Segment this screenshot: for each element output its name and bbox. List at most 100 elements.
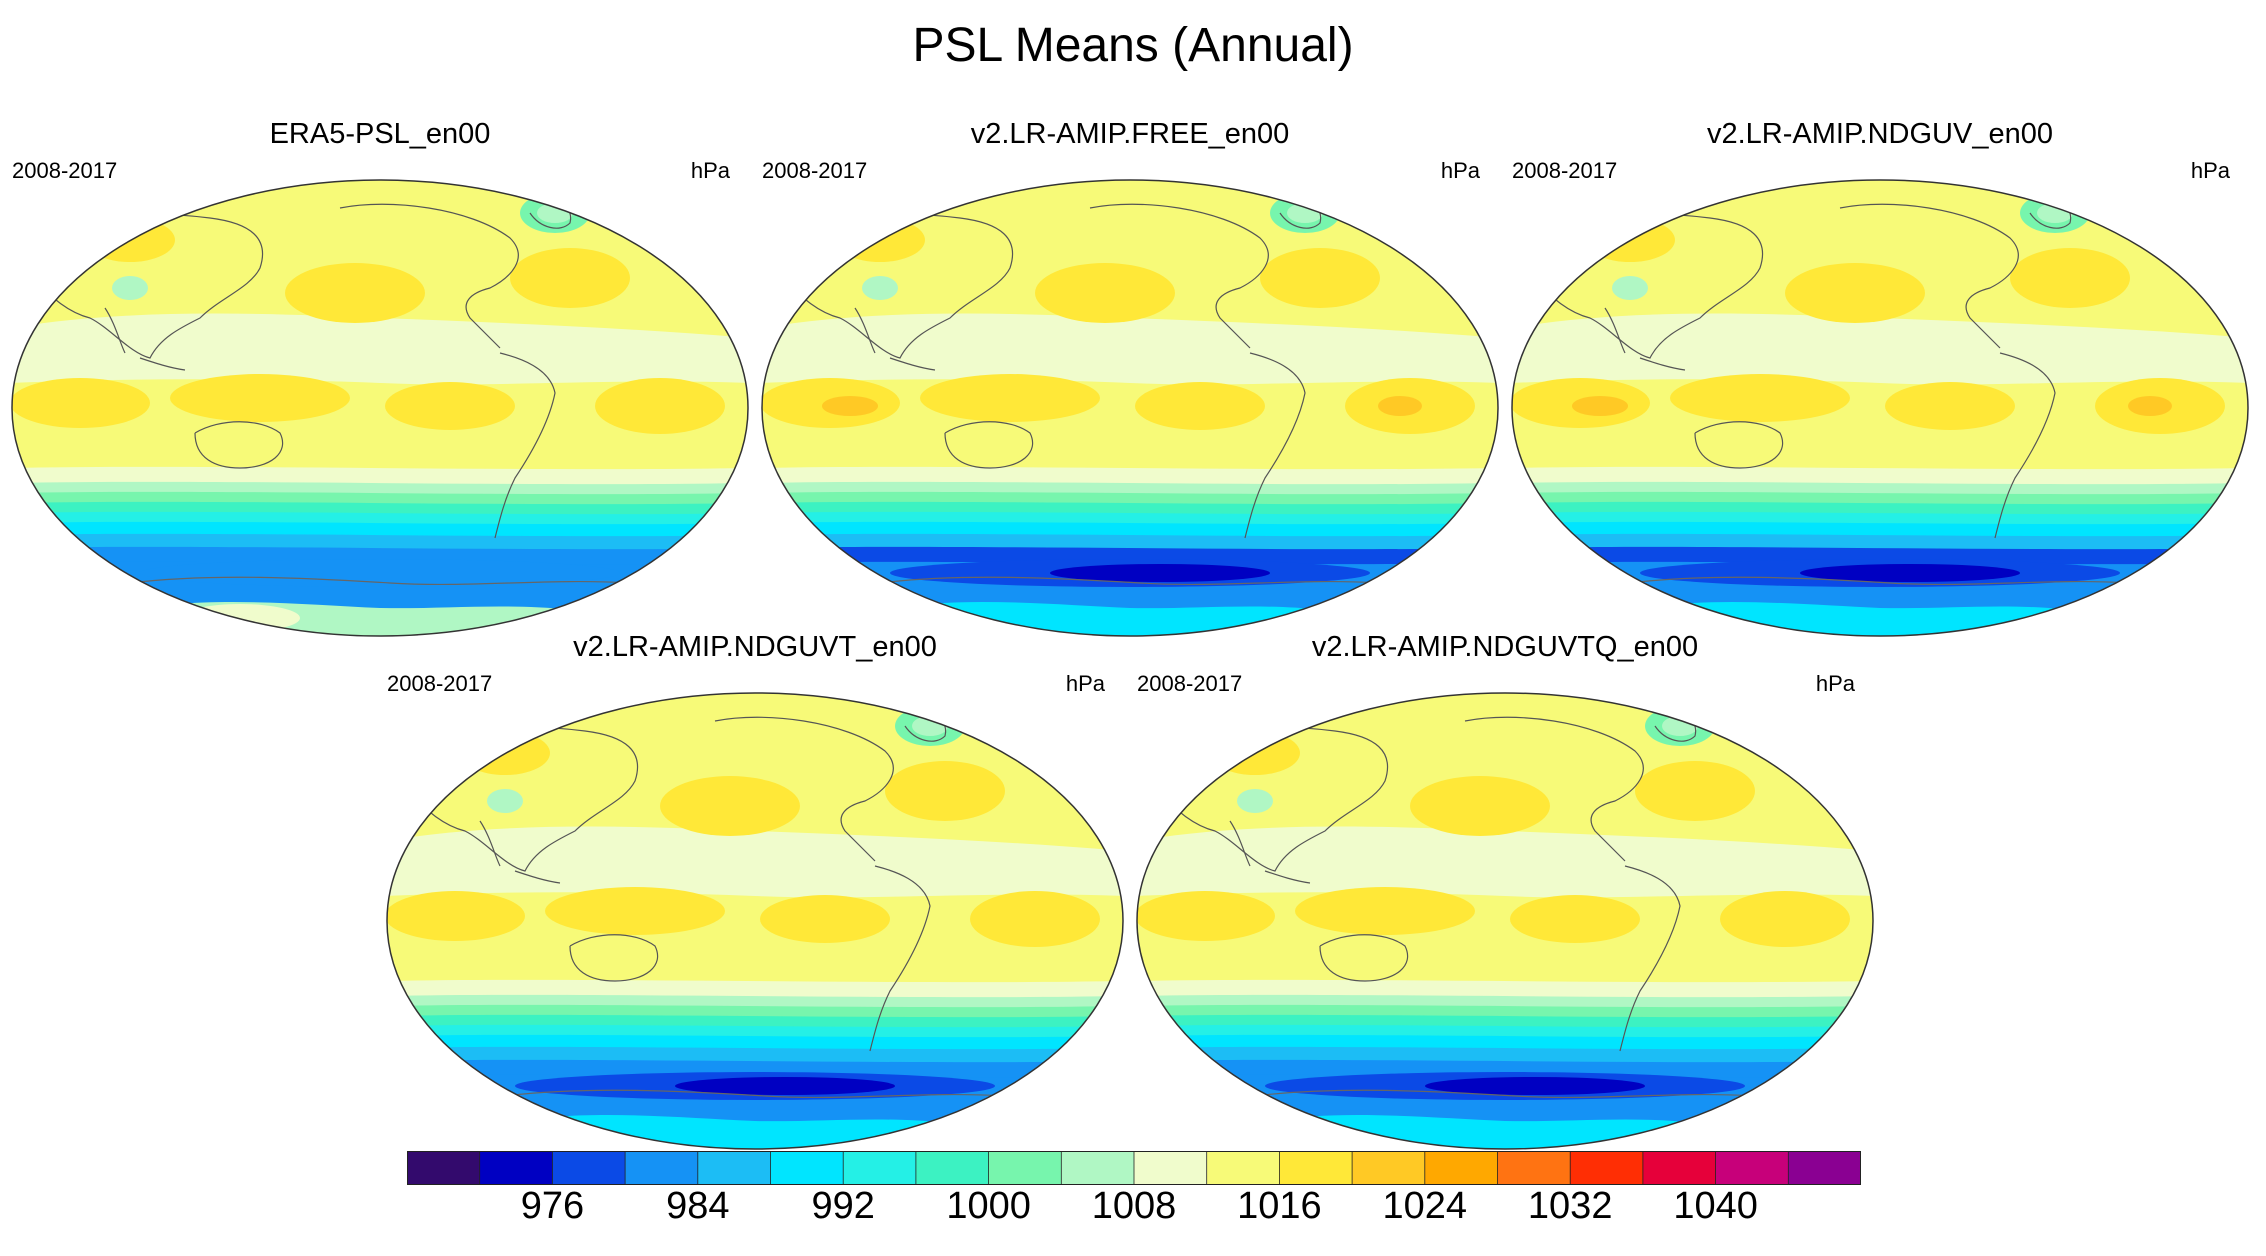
panel-units: hPa bbox=[2190, 158, 2230, 183]
coastline bbox=[1264, 870, 1311, 884]
high-pressure-cell bbox=[1885, 382, 2015, 430]
coastline bbox=[1839, 203, 2019, 349]
high-pressure-cell bbox=[1137, 891, 1275, 941]
tibet-low bbox=[862, 276, 898, 300]
colorbar-swatch bbox=[1279, 1151, 1353, 1185]
colorbar-swatch bbox=[625, 1151, 699, 1185]
high-pressure-cell bbox=[170, 374, 350, 422]
high-pressure-cell bbox=[885, 761, 1005, 821]
psl-map bbox=[1136, 692, 1874, 1150]
coastline bbox=[869, 865, 931, 1052]
coastline bbox=[139, 357, 186, 371]
colorbar-tick-label: 984 bbox=[666, 1185, 730, 1227]
map-panel-free: v2.LR-AMIP.FREE_en00 2008-2017 hPa bbox=[760, 118, 1500, 638]
map-outline bbox=[761, 179, 1499, 637]
coastline bbox=[479, 820, 501, 867]
coastline bbox=[494, 352, 556, 539]
psl-map bbox=[386, 692, 1124, 1150]
coastline bbox=[194, 421, 284, 469]
high-pressure-cell bbox=[1260, 248, 1380, 308]
colorbar-tick-label: 1008 bbox=[1091, 1185, 1177, 1227]
tibet-low bbox=[1612, 276, 1648, 300]
coastline bbox=[514, 870, 561, 884]
panel-years: 2008-2017 bbox=[12, 158, 118, 183]
colorbar-tick-label: 1040 bbox=[1673, 1185, 1758, 1227]
high-pressure-cell bbox=[760, 895, 890, 943]
tropical-band bbox=[762, 313, 1498, 385]
colorbar-swatch bbox=[1134, 1151, 1208, 1185]
colorbar-swatch bbox=[1206, 1151, 1280, 1185]
antarctic-coast bbox=[129, 576, 631, 586]
high-pressure-core bbox=[2128, 396, 2172, 416]
high-pressure-cell bbox=[595, 378, 725, 434]
coastline bbox=[1464, 716, 1644, 862]
map-outline bbox=[386, 692, 1124, 1150]
panel-years: 2008-2017 bbox=[762, 158, 868, 183]
trough-core bbox=[1800, 564, 2020, 582]
colorbar-swatch bbox=[1642, 1151, 1717, 1185]
high-pressure-cell bbox=[1670, 374, 1850, 422]
antarctic-coast bbox=[1254, 1089, 1756, 1099]
colorbar-swatch bbox=[479, 1151, 553, 1185]
coastline bbox=[1229, 820, 1251, 867]
colorbar-swatch bbox=[843, 1151, 917, 1185]
colorbar-swatch bbox=[770, 1151, 844, 1185]
psl-map bbox=[761, 179, 1499, 637]
map-outline bbox=[11, 179, 749, 637]
high-pressure-cell bbox=[385, 382, 515, 430]
coastline bbox=[1319, 934, 1409, 982]
colorbar-swatch bbox=[1352, 1151, 1426, 1185]
map-panel-ndguvtq: v2.LR-AMIP.NDGUVTQ_en00 2008-2017 hPa bbox=[1135, 631, 1875, 1151]
panel-units: hPa bbox=[1065, 671, 1105, 696]
colorbar-labels: 976 984 992 1000 1008 1016 1024 1032 1040 bbox=[0, 1185, 2266, 1235]
high-pressure-cell bbox=[1785, 263, 1925, 323]
high-pressure-cell bbox=[387, 891, 525, 941]
antarctic-coast bbox=[879, 576, 1381, 586]
high-pressure-cell bbox=[12, 378, 150, 428]
map-panel-ndguv: v2.LR-AMIP.NDGUV_en00 2008-2017 hPa bbox=[1510, 118, 2250, 638]
colorbar-swatch bbox=[988, 1151, 1062, 1185]
colorbar-tick-label: 1000 bbox=[946, 1185, 1031, 1227]
high-pressure-cell bbox=[1510, 895, 1640, 943]
colorbar-swatch bbox=[1715, 1151, 1789, 1185]
high-pressure-core bbox=[1378, 396, 1422, 416]
high-pressure-cell bbox=[285, 263, 425, 323]
coastline bbox=[1619, 865, 1681, 1052]
colorbar-swatch bbox=[1788, 1151, 1861, 1185]
map-outline bbox=[1136, 692, 1874, 1150]
coastline bbox=[569, 934, 659, 982]
panel-units: hPa bbox=[690, 158, 730, 183]
trough-core bbox=[1425, 1077, 1645, 1095]
tropical-band bbox=[387, 826, 1123, 898]
colorbar-swatch bbox=[1424, 1151, 1498, 1185]
map-panel-era5: ERA5-PSL_en00 2008-2017 hPa bbox=[10, 118, 750, 638]
high-pressure-cell bbox=[1720, 891, 1850, 947]
high-pressure-cell bbox=[1635, 761, 1755, 821]
high-pressure-cell bbox=[1135, 382, 1265, 430]
tropical-band bbox=[12, 313, 748, 385]
high-pressure-cell bbox=[510, 248, 630, 308]
coastline bbox=[1604, 307, 1626, 354]
psl-map bbox=[11, 179, 749, 637]
panel-units: hPa bbox=[1815, 671, 1855, 696]
colorbar-tick-label: 976 bbox=[520, 1185, 585, 1227]
psl-map bbox=[1511, 179, 2249, 637]
panel-title: v2.LR-AMIP.NDGUV_en00 bbox=[1706, 118, 2053, 150]
colorbar-swatch bbox=[407, 1151, 481, 1185]
map-outline bbox=[1511, 179, 2249, 637]
antarctic-coast bbox=[504, 1089, 1006, 1099]
tibet-low bbox=[487, 789, 523, 813]
panel-units: hPa bbox=[1440, 158, 1480, 183]
coastline bbox=[889, 357, 936, 371]
tropical-band bbox=[1512, 313, 2248, 385]
high-pressure-cell bbox=[920, 374, 1100, 422]
coastline bbox=[104, 307, 126, 354]
panel-years: 2008-2017 bbox=[1137, 671, 1243, 696]
colorbar-swatch bbox=[915, 1151, 990, 1185]
coastline bbox=[944, 421, 1034, 469]
colorbar-border bbox=[407, 1151, 1861, 1185]
colorbar-tick-label: 1016 bbox=[1237, 1185, 1322, 1227]
coastline bbox=[1089, 203, 1269, 349]
figure-title: PSL Means (Annual) bbox=[912, 19, 1354, 72]
high-pressure-cell bbox=[1035, 263, 1175, 323]
